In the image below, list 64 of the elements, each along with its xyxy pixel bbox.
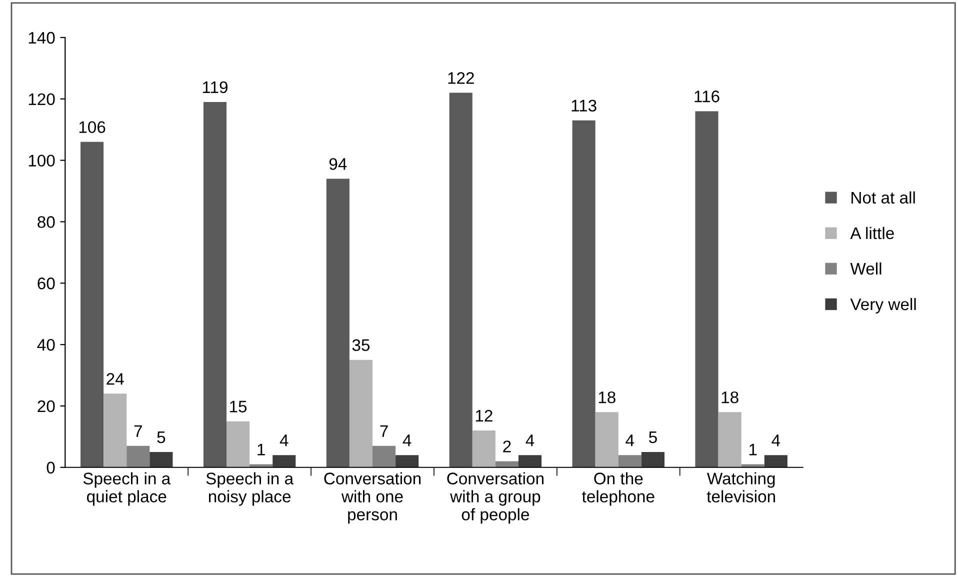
- bar: [126, 446, 150, 468]
- bar: [203, 102, 227, 468]
- data-label: 2: [503, 440, 511, 452]
- bar: [518, 455, 542, 468]
- data-label: 116: [694, 90, 720, 102]
- data-label: 35: [352, 339, 370, 352]
- legend-label: A little: [850, 226, 894, 240]
- data-label: 7: [134, 425, 142, 437]
- legend-label: Well: [850, 262, 882, 275]
- data-label: 4: [402, 434, 412, 446]
- data-label: 7: [380, 425, 388, 437]
- y-tick-label: 120: [28, 93, 55, 106]
- legend-label: Not at all: [852, 191, 915, 204]
- bar: [495, 461, 518, 468]
- data-label: 113: [572, 100, 596, 112]
- data-label: 18: [722, 391, 738, 404]
- bar: [226, 421, 250, 468]
- bar: [104, 394, 127, 468]
- data-label: 4: [772, 434, 780, 446]
- data-label: 1: [258, 444, 265, 456]
- data-label: 4: [626, 434, 634, 446]
- data-label: 4: [280, 434, 288, 446]
- bar: [80, 142, 104, 468]
- bar: [641, 452, 664, 468]
- bar: [449, 92, 472, 468]
- data-label: 24: [106, 373, 124, 385]
- y-tick-label: 100: [28, 154, 55, 167]
- data-label: 119: [202, 81, 228, 94]
- y-tick-label: 80: [38, 216, 55, 228]
- data-label: 94: [329, 158, 347, 170]
- data-label: 5: [157, 432, 166, 444]
- bar: [595, 412, 618, 468]
- bar: [396, 455, 419, 468]
- data-label: 5: [649, 432, 657, 444]
- x-tick-label: On the telephone: [582, 472, 654, 506]
- x-tick-label: Conversation with one person: [324, 472, 421, 524]
- x-tick-label: Watching television: [706, 472, 775, 502]
- data-label: 12: [476, 410, 492, 422]
- y-tick-label: 0: [46, 462, 55, 474]
- bar: [472, 430, 496, 468]
- data-label: 18: [598, 391, 616, 404]
- bar: [618, 455, 642, 468]
- bar: [572, 120, 596, 468]
- data-label: 4: [526, 434, 534, 446]
- y-tick-label: 20: [38, 400, 55, 412]
- bar: [349, 360, 372, 468]
- data-label: 122: [448, 72, 474, 84]
- bar: [372, 446, 396, 468]
- bar: [718, 412, 742, 468]
- x-tick-label: Conversation with a group of people: [447, 472, 544, 524]
- data-label: 15: [230, 400, 247, 412]
- bar: [150, 452, 173, 468]
- x-tick-label: Speech in a noisy place: [206, 472, 294, 506]
- y-tick-label: 140: [28, 32, 55, 44]
- bar: [695, 111, 718, 468]
- legend-label: Very well: [850, 298, 916, 314]
- data-label: 1: [749, 444, 757, 456]
- bar: [764, 455, 788, 468]
- bar: [272, 455, 296, 468]
- y-tick-label: 40: [37, 338, 55, 351]
- x-tick-label: Speech in a quiet place: [83, 472, 171, 506]
- data-label: 106: [79, 121, 106, 134]
- y-tick-label: 60: [38, 278, 55, 290]
- bar: [326, 178, 350, 468]
